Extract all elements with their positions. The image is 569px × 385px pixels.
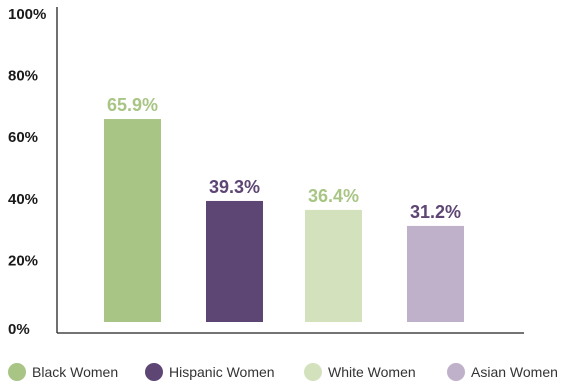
legend-label-white-women: White Women: [328, 364, 416, 380]
legend-label-hispanic-women: Hispanic Women: [169, 364, 275, 380]
data-label: 31.2%: [410, 202, 461, 222]
y-tick-label: 60%: [8, 129, 38, 146]
y-tick-label: 80%: [8, 68, 38, 85]
y-tick-label: 100%: [8, 6, 46, 23]
bar-hispanic-women: [206, 200, 263, 322]
y-tick-label: 20%: [8, 252, 38, 269]
data-labels: 65.9% 39.3% 36.4% 31.2%: [107, 95, 461, 222]
legend-marker-black-women: [8, 363, 26, 381]
bars: [104, 119, 464, 322]
legend-marker-asian-women: [447, 363, 465, 381]
legend-label-black-women: Black Women: [32, 364, 118, 380]
y-tick-label: 40%: [8, 191, 38, 208]
legend-label-asian-women: Asian Women: [471, 364, 558, 380]
legend-marker-white-women: [304, 363, 322, 381]
y-tick-label: 0%: [8, 321, 30, 338]
bar-white-women: [305, 209, 362, 322]
bar-black-women: [104, 119, 161, 322]
y-axis-ticks: 0% 20% 40% 60% 80% 100%: [8, 6, 46, 338]
data-label: 65.9%: [107, 95, 158, 115]
data-label: 36.4%: [308, 186, 359, 206]
data-label: 39.3%: [209, 177, 260, 197]
bar-asian-women: [407, 225, 464, 322]
legend-marker-hispanic-women: [145, 363, 163, 381]
legend: Black Women Hispanic Women White Women Asia…: [8, 363, 558, 381]
